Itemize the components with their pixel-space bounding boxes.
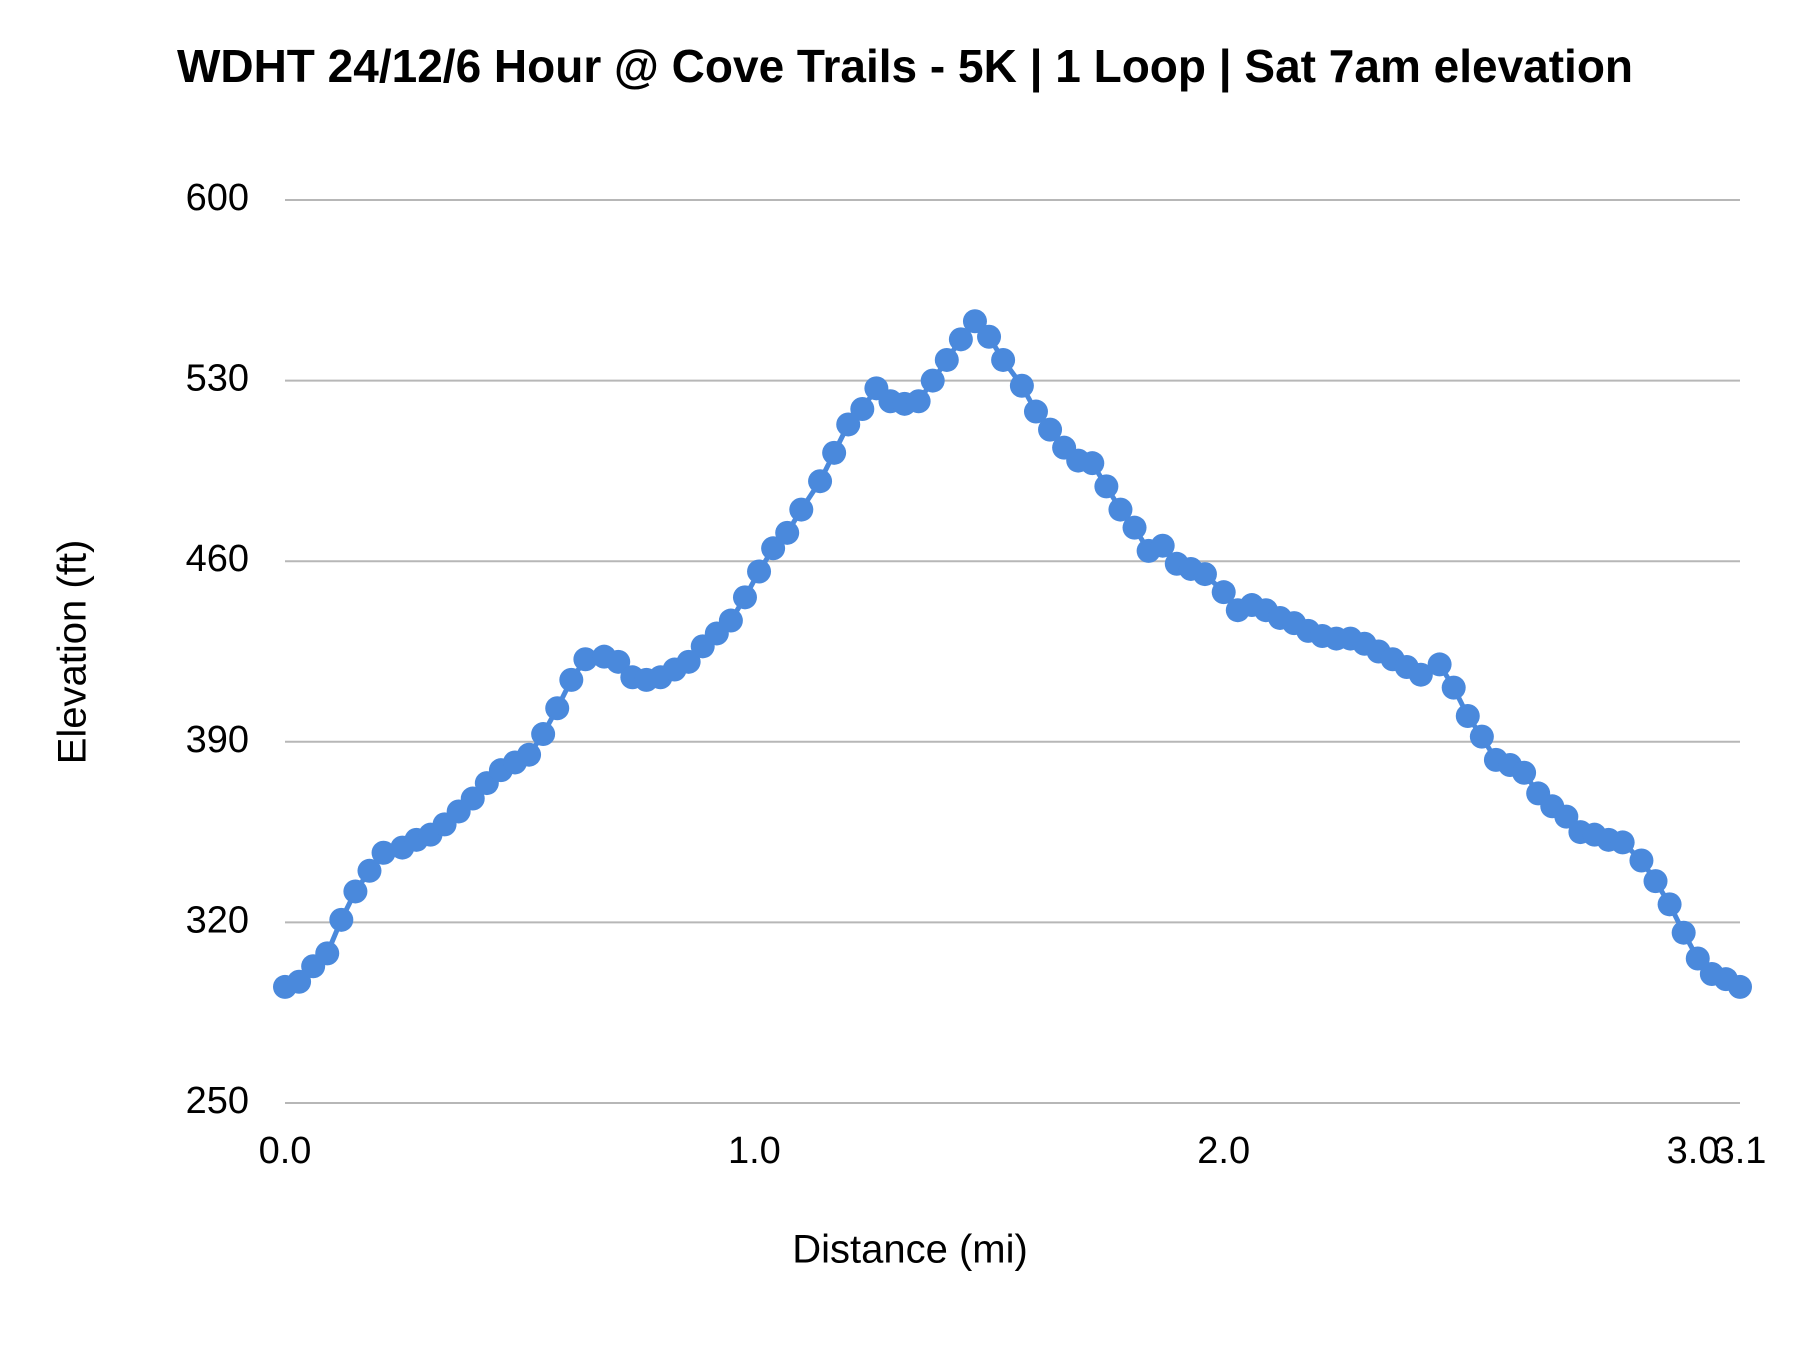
data-point — [822, 440, 847, 465]
data-point — [1038, 417, 1063, 442]
data-point — [789, 497, 814, 522]
data-point — [1192, 562, 1217, 587]
data-point — [315, 941, 340, 966]
data-point — [850, 396, 875, 421]
data-point — [1427, 652, 1452, 677]
y-tick-label: 250 — [186, 1080, 249, 1122]
data-point — [1657, 892, 1682, 917]
y-tick-label: 530 — [186, 358, 249, 400]
data-point — [545, 696, 570, 721]
data-point — [287, 969, 312, 994]
data-point — [1122, 515, 1147, 540]
data-point — [371, 840, 396, 865]
data-point — [775, 520, 800, 545]
data-point — [1150, 533, 1175, 558]
data-point — [1441, 675, 1466, 700]
data-point — [1629, 848, 1654, 873]
data-point — [517, 742, 542, 767]
data-point — [1108, 497, 1133, 522]
data-point — [1455, 704, 1480, 728]
data-point — [1094, 474, 1119, 499]
data-point — [747, 559, 772, 584]
data-point — [357, 858, 382, 883]
data-point — [1728, 974, 1752, 999]
data-point — [1408, 662, 1433, 687]
data-point — [1211, 580, 1236, 605]
data-point — [906, 389, 931, 414]
data-line — [284, 317, 1742, 990]
chart-title: WDHT 24/12/6 Hour @ Cove Trails - 5K | 1… — [177, 40, 1633, 92]
data-point — [761, 536, 786, 561]
data-point — [1610, 830, 1635, 855]
x-axis-label: Distance (mi) — [792, 1228, 1028, 1272]
x-tick-label: 0.0 — [259, 1130, 312, 1172]
data-point — [531, 722, 556, 747]
data-point — [460, 786, 485, 811]
data-point — [718, 608, 743, 633]
y-axis-label: Elevation (ft) — [51, 540, 95, 765]
data-point — [559, 667, 584, 692]
data-point — [808, 469, 833, 494]
data-point — [1671, 920, 1696, 945]
data-point — [1685, 946, 1710, 971]
data-point — [977, 324, 1002, 349]
x-tick-label: 1.0 — [728, 1130, 781, 1172]
data-point — [676, 649, 701, 674]
x-tick-label: 2.0 — [1197, 1130, 1250, 1172]
data-point — [1643, 869, 1668, 894]
y-tick-label: 390 — [186, 719, 249, 761]
data-point — [1554, 804, 1579, 829]
data-point — [606, 649, 631, 674]
y-tick-label: 320 — [186, 899, 249, 941]
y-tick-label: 460 — [186, 538, 249, 580]
data-point — [962, 309, 987, 334]
data-point — [1023, 399, 1048, 424]
data-point — [573, 647, 598, 672]
data-point — [732, 585, 757, 610]
data-point — [1469, 724, 1494, 749]
y-tick-label: 600 — [186, 177, 249, 219]
x-tick-label: 3.1 — [1714, 1130, 1767, 1172]
data-point — [343, 879, 368, 904]
data-point — [948, 327, 973, 352]
data-point — [836, 412, 861, 437]
data-point — [1512, 760, 1537, 785]
data-point — [1080, 451, 1105, 476]
data-point — [920, 368, 945, 393]
data-point — [934, 347, 959, 372]
data-point — [329, 907, 354, 932]
data-point — [991, 347, 1016, 372]
x-tick-label: 3.0 — [1667, 1130, 1720, 1172]
data-point — [1009, 373, 1034, 398]
